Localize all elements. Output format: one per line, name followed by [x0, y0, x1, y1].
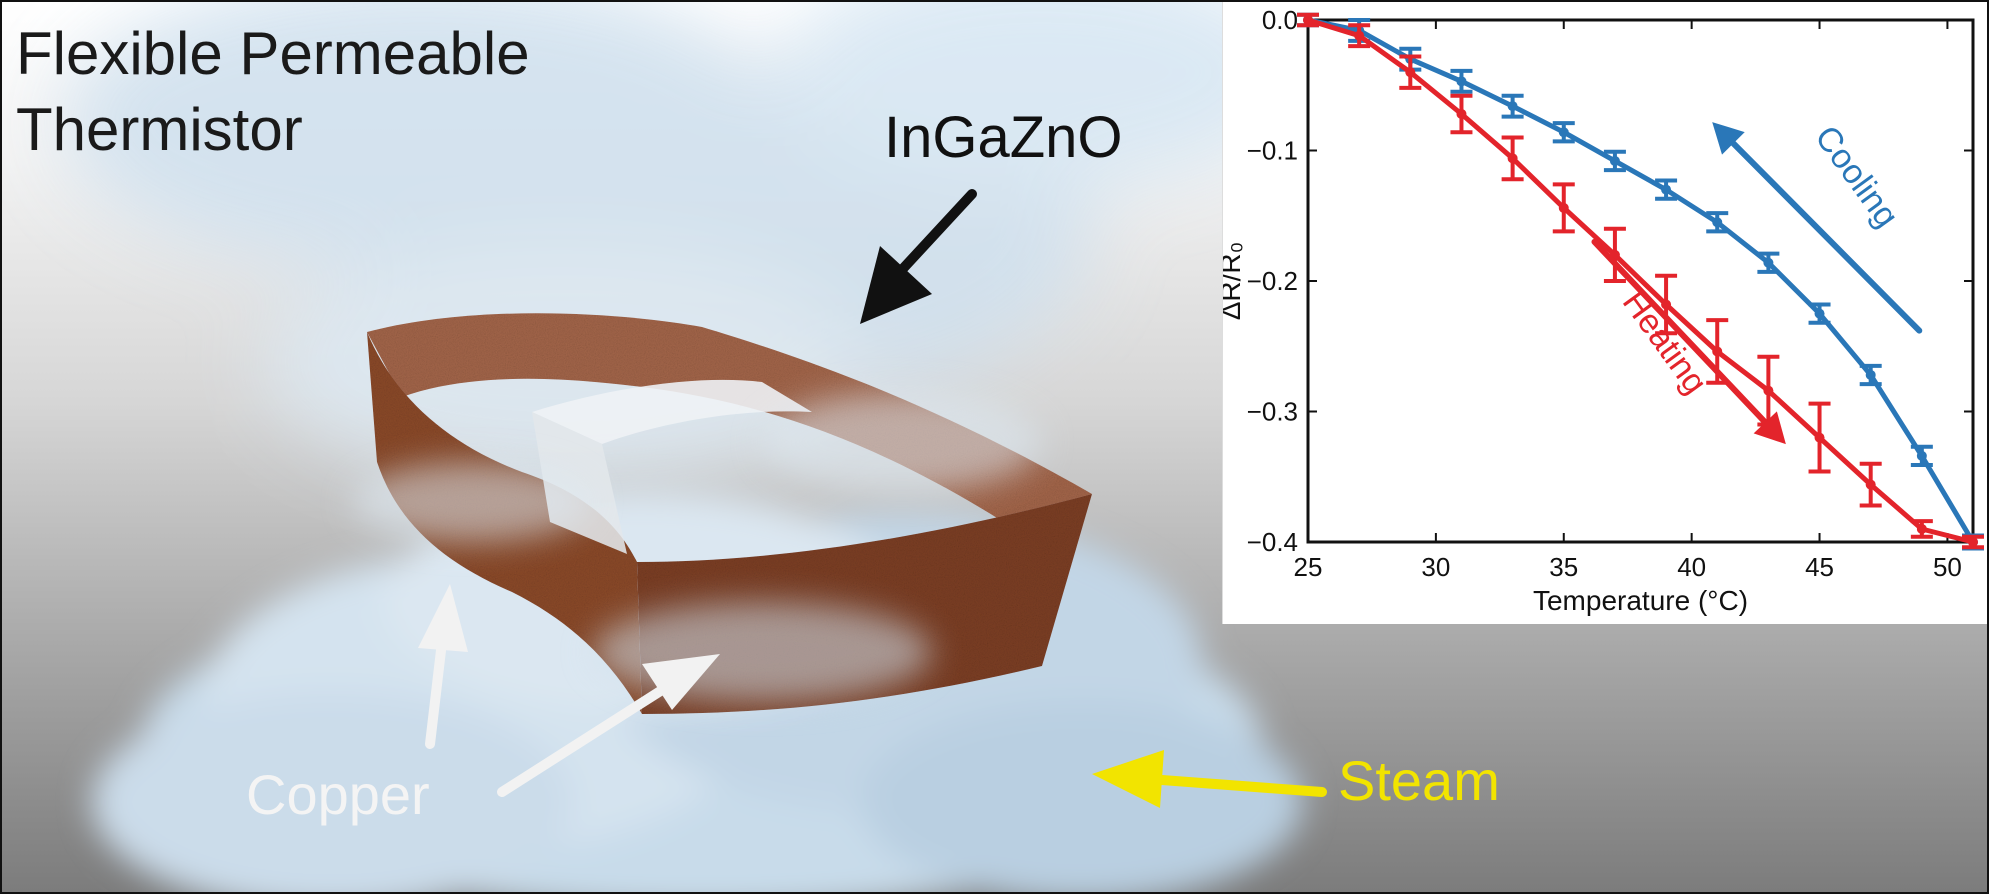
x-tick-label: 25 — [1294, 552, 1323, 582]
heating-point — [1405, 67, 1416, 78]
heating-point — [1968, 537, 1978, 547]
x-axis-title: Temperature (°C) — [1533, 585, 1748, 616]
x-tick-label: 40 — [1677, 552, 1706, 582]
copper-arrow-right — [497, 654, 720, 797]
cooling-point — [1763, 257, 1774, 268]
ingazno-label: InGaZnO — [884, 105, 1123, 170]
heating-point — [1303, 15, 1313, 25]
series-layer — [1297, 12, 1984, 551]
x-tick-label: 50 — [1933, 552, 1962, 582]
y-axis-title: ΔR/R₀ — [1223, 242, 1246, 321]
heating-point — [1814, 432, 1825, 443]
cooling-point — [1712, 217, 1723, 228]
cooling-point — [1558, 127, 1569, 138]
heating-point — [1916, 523, 1927, 534]
heating-arrow-shaft — [1591, 238, 1777, 435]
axes: 25 30 35 40 45 50 0.0 −0.1 −0.2 −0.3 −0.4 Temperatu… — [1223, 5, 1973, 616]
cooling-label: Cooling — [1807, 119, 1906, 235]
cooling-point — [1609, 155, 1620, 166]
y-tick-label: −0.1 — [1247, 136, 1298, 166]
steam-label: Steam — [1338, 749, 1500, 812]
copper-arrow-left — [418, 584, 468, 749]
cooling-point — [1814, 308, 1825, 319]
heating-point — [1354, 30, 1365, 41]
ingazno-arrow — [860, 189, 977, 324]
cooling-point — [1865, 369, 1876, 380]
y-tick-label: −0.3 — [1247, 397, 1298, 427]
title-line-2: Thermistor — [16, 96, 303, 163]
x-tick-label: 35 — [1549, 552, 1578, 582]
heating-point — [1558, 202, 1569, 213]
heating-point — [1865, 479, 1876, 490]
cooling-point — [1916, 450, 1927, 461]
steam-arrow — [1092, 750, 1327, 808]
y-tick-label: −0.4 — [1247, 527, 1298, 557]
cooling-arrow-head — [1712, 122, 1745, 155]
resistance-chart: 25 30 35 40 45 50 0.0 −0.1 −0.2 −0.3 −0.4 Temperatu… — [1223, 5, 1984, 616]
y-tick-label: −0.2 — [1247, 266, 1298, 296]
heating-point — [1712, 346, 1723, 357]
heating-point — [1456, 108, 1467, 119]
heating-series — [1297, 12, 1984, 550]
heating-line — [1307, 17, 1974, 545]
title-line-1: Flexible Permeable — [16, 20, 530, 87]
cooling-point — [1456, 76, 1467, 87]
cooling-point — [1661, 184, 1672, 195]
copper-label: Copper — [246, 763, 430, 826]
cooling-arrow-shaft — [1721, 131, 1923, 334]
heating-point — [1763, 385, 1774, 396]
x-tick-label: 30 — [1421, 552, 1450, 582]
heating-point — [1661, 299, 1672, 310]
heating-annotation: Heating — [1591, 238, 1786, 445]
heating-point — [1507, 153, 1518, 164]
y-tick-label: 0.0 — [1262, 5, 1298, 35]
heating-arrow-head — [1753, 411, 1786, 445]
cooling-annotation: Cooling — [1712, 119, 1923, 334]
cooling-point — [1507, 101, 1518, 112]
x-tick-label: 45 — [1805, 552, 1834, 582]
resistance-chart-panel: 25 30 35 40 45 50 0.0 −0.1 −0.2 −0.3 −0.4 Temperatu… — [1222, 2, 1987, 624]
